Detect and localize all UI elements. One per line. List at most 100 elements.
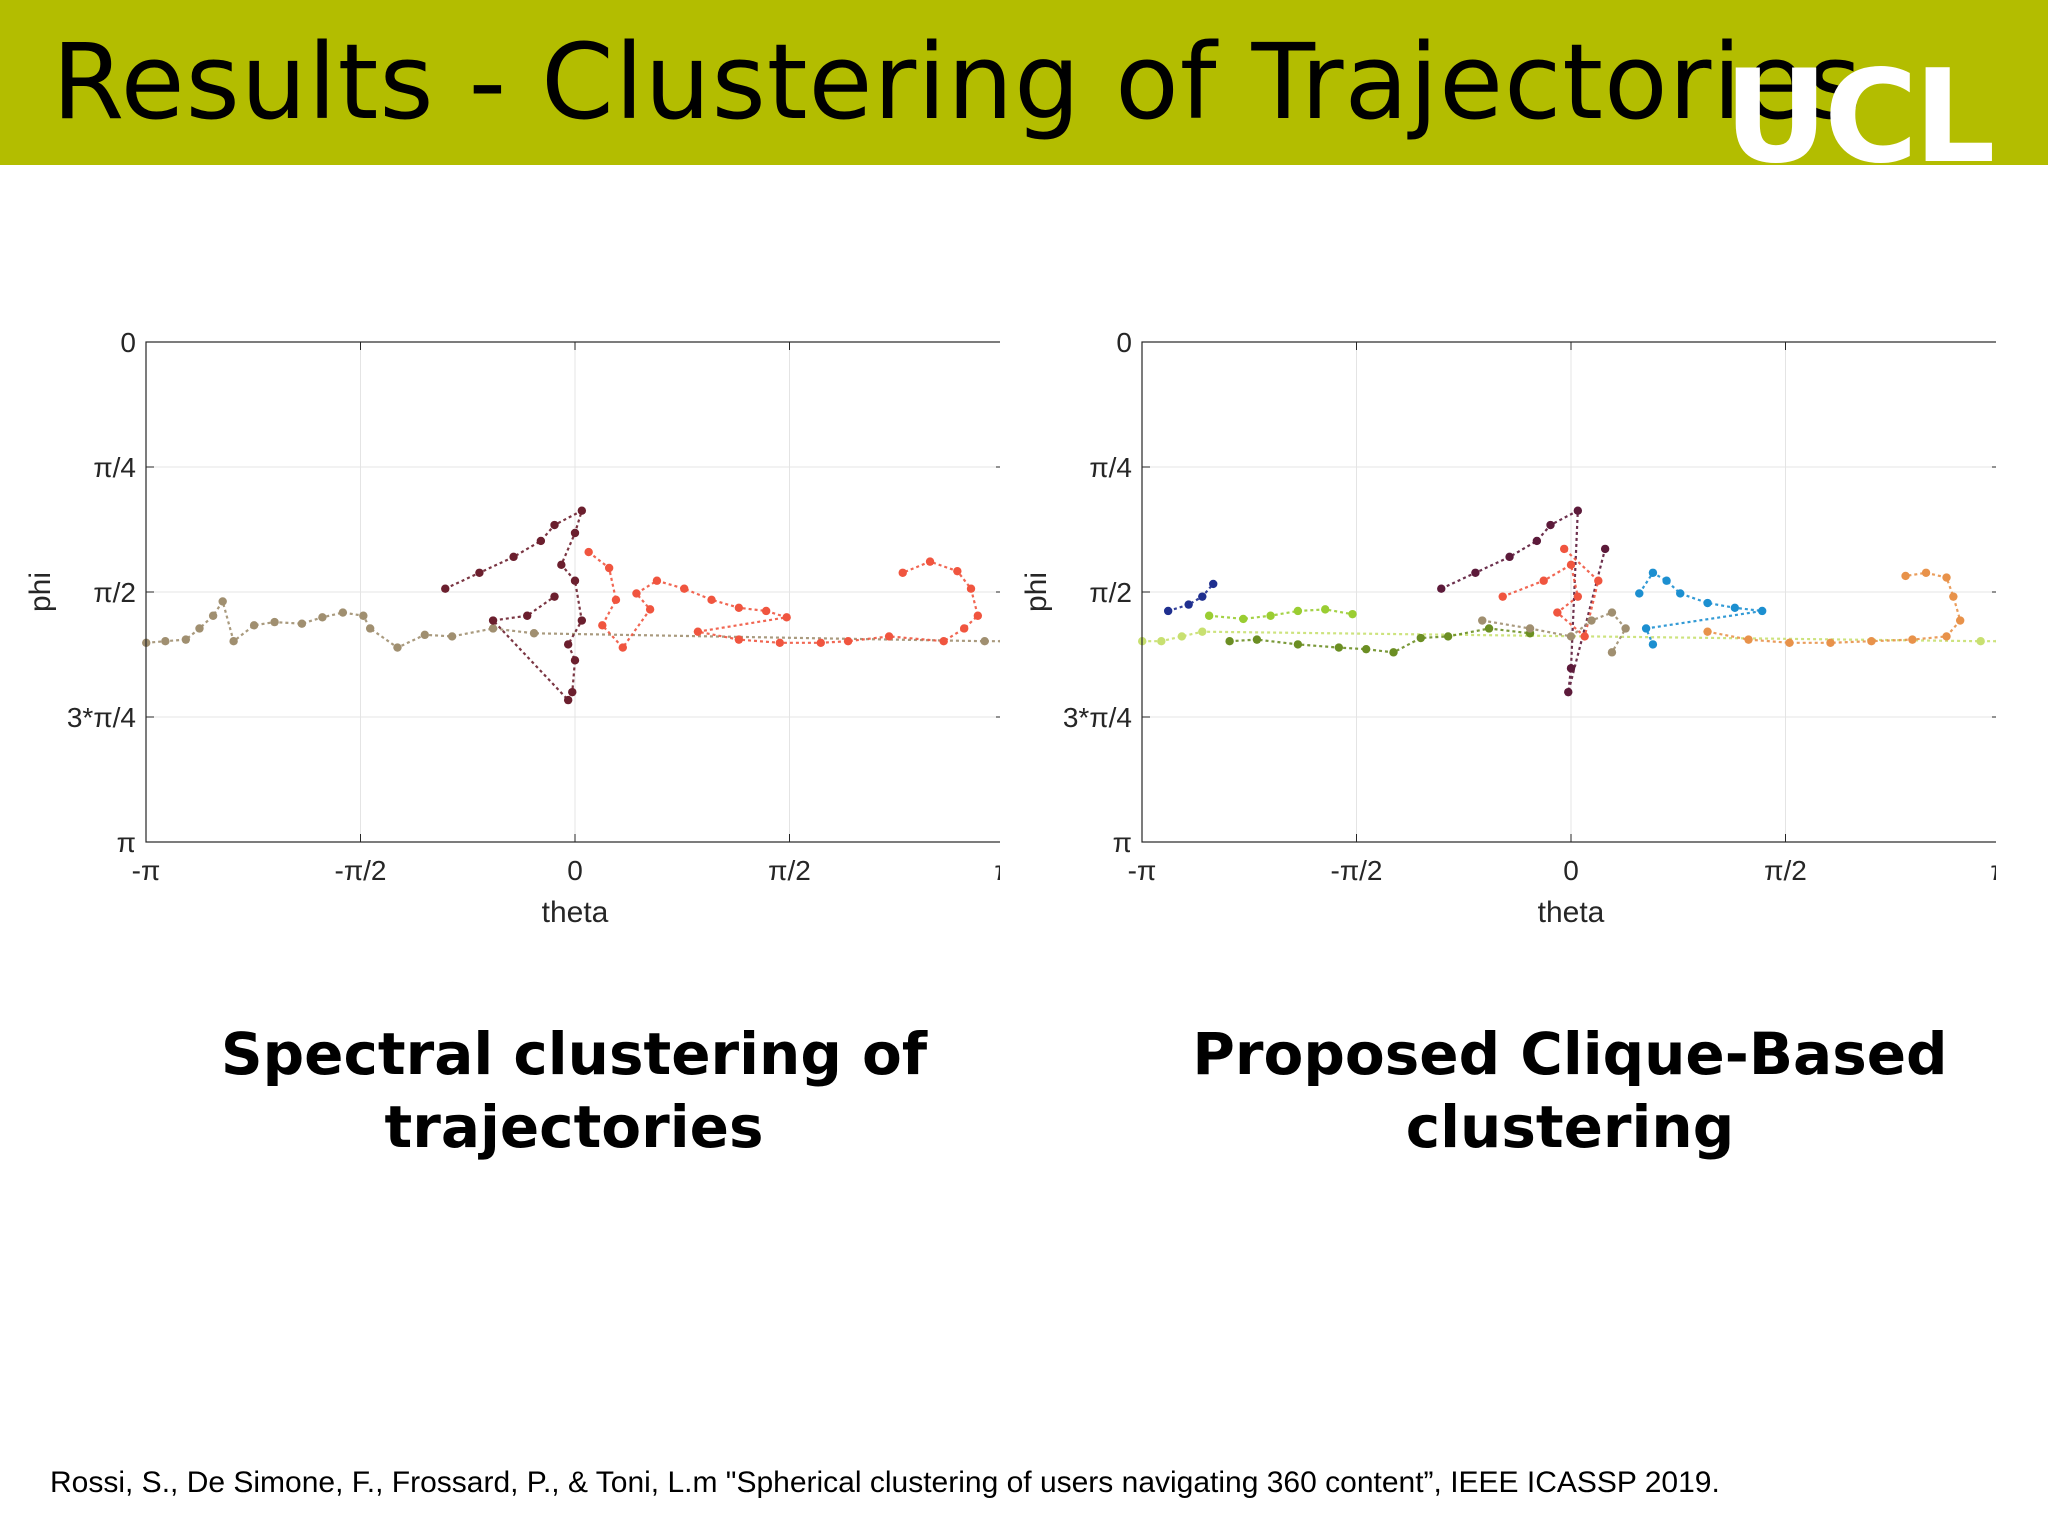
- data-point: [1532, 536, 1542, 546]
- data-point: [393, 643, 402, 652]
- data-point: [1573, 506, 1583, 515]
- data-point: [1635, 589, 1644, 598]
- data-point: [1225, 637, 1234, 646]
- data-point: [1744, 635, 1753, 644]
- data-point: [734, 635, 744, 644]
- data-point: [584, 547, 593, 557]
- data-point: [1321, 605, 1330, 614]
- data-point: [1566, 664, 1576, 673]
- data-point: [1184, 600, 1193, 609]
- data-point: [577, 616, 587, 625]
- data-point: [563, 640, 573, 649]
- caption-spectral: Spectral clustering of trajectories: [74, 1018, 1074, 1164]
- data-point: [1546, 520, 1555, 530]
- data-point: [1437, 584, 1446, 593]
- series-line-1: [1208, 608, 1353, 621]
- data-point: [925, 557, 935, 566]
- data-point: [1607, 648, 1617, 657]
- data-point: [604, 563, 614, 573]
- x-tick-label: π: [1990, 855, 1996, 886]
- data-point: [898, 568, 907, 577]
- series-line-3: [1229, 627, 1531, 654]
- data-point: [488, 624, 498, 633]
- data-point: [782, 613, 791, 622]
- data-point: [1648, 568, 1658, 577]
- caption-clique: Proposed Clique-Based clustering: [1070, 1018, 2048, 1164]
- series-line-7: [1638, 571, 1763, 645]
- y-tick-label: 3*π/4: [67, 702, 136, 733]
- y-tick-label: π: [1113, 827, 1132, 858]
- data-point: [475, 568, 484, 577]
- data-point: [1908, 635, 1917, 644]
- data-point: [1580, 632, 1589, 641]
- citation-text: Rossi, S., De Simone, F., Frossard, P., …: [50, 1466, 1720, 1499]
- data-point: [1177, 632, 1187, 641]
- data-point: [980, 637, 989, 646]
- data-point: [843, 637, 853, 646]
- data-point: [447, 632, 457, 641]
- data-point: [1703, 627, 1712, 636]
- data-point: [959, 624, 969, 633]
- data-point: [249, 621, 259, 630]
- data-point: [577, 506, 587, 515]
- data-point: [297, 619, 307, 628]
- data-point: [195, 624, 204, 633]
- x-tick-label: π/2: [1764, 855, 1807, 886]
- data-point: [598, 621, 607, 630]
- data-point: [1757, 606, 1767, 616]
- data-point: [1471, 568, 1480, 577]
- data-point: [1600, 544, 1610, 554]
- data-point: [1293, 606, 1303, 616]
- data-point: [563, 695, 573, 705]
- data-point: [1867, 637, 1876, 646]
- data-point: [557, 560, 566, 570]
- data-point: [1901, 571, 1910, 581]
- caption-line: clustering: [1405, 1093, 1735, 1161]
- data-point: [632, 589, 641, 598]
- y-tick-label: 3*π/4: [1063, 702, 1132, 733]
- data-point: [509, 552, 518, 562]
- data-point: [618, 643, 627, 652]
- title-bar: Results - Clustering of Trajectories UCL: [0, 0, 2048, 182]
- data-point: [1594, 576, 1603, 585]
- data-point: [1348, 609, 1357, 619]
- data-point: [966, 584, 976, 593]
- data-point: [761, 606, 771, 616]
- data-point: [1443, 632, 1453, 641]
- data-point: [1163, 606, 1173, 616]
- data-point: [441, 584, 450, 593]
- data-point: [1209, 579, 1218, 589]
- data-point: [652, 576, 662, 585]
- data-point: [218, 597, 227, 606]
- data-point: [536, 536, 546, 546]
- x-tick-label: 0: [1563, 855, 1579, 886]
- clique-clustering-chart: -π -π/2 0 π/2 π 0 π/4 π/2 3*π/4 π theta phi: [996, 300, 1996, 960]
- data-point: [1559, 544, 1569, 554]
- data-point: [1566, 560, 1576, 570]
- data-point: [568, 687, 577, 697]
- data-point: [1587, 616, 1596, 625]
- data-point: [611, 595, 621, 605]
- data-point: [1204, 611, 1214, 620]
- data-point: [338, 608, 348, 617]
- ucl-logo: UCL: [1724, 43, 1995, 192]
- data-point: [1525, 624, 1535, 633]
- data-point: [1648, 640, 1658, 649]
- data-point: [488, 616, 498, 625]
- data-point: [1539, 576, 1548, 585]
- data-point: [570, 576, 580, 585]
- data-point: [816, 638, 825, 648]
- y-axis-label: phi: [24, 572, 57, 612]
- data-point: [953, 566, 962, 576]
- data-point: [359, 611, 368, 620]
- data-point: [1826, 638, 1835, 648]
- y-axis-label: phi: [1020, 572, 1053, 612]
- data-point: [318, 613, 327, 622]
- spectral-clustering-chart: -π -π/2 0 π/2 π 0 π/4 π/2 3*π/4 π theta phi: [0, 300, 1000, 960]
- y-tick-label: π/4: [93, 452, 136, 483]
- data-point: [1553, 608, 1562, 617]
- x-tick-label: π/2: [768, 855, 811, 886]
- x-tick-label: π: [994, 855, 1000, 886]
- y-tick-label: π/4: [1089, 452, 1132, 483]
- data-point: [570, 528, 580, 538]
